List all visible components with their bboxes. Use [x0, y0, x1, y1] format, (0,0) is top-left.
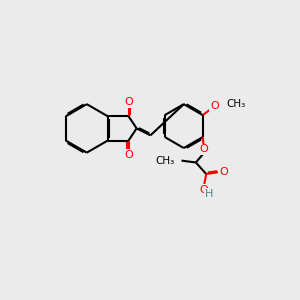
Text: O: O — [124, 97, 133, 107]
Text: CH₃: CH₃ — [155, 156, 174, 166]
Text: O: O — [219, 167, 228, 177]
Text: O: O — [200, 144, 208, 154]
Text: H: H — [205, 189, 213, 199]
Text: O: O — [210, 101, 219, 111]
Text: CH₃: CH₃ — [226, 100, 246, 110]
Text: O: O — [199, 185, 208, 195]
Text: O: O — [124, 150, 133, 160]
